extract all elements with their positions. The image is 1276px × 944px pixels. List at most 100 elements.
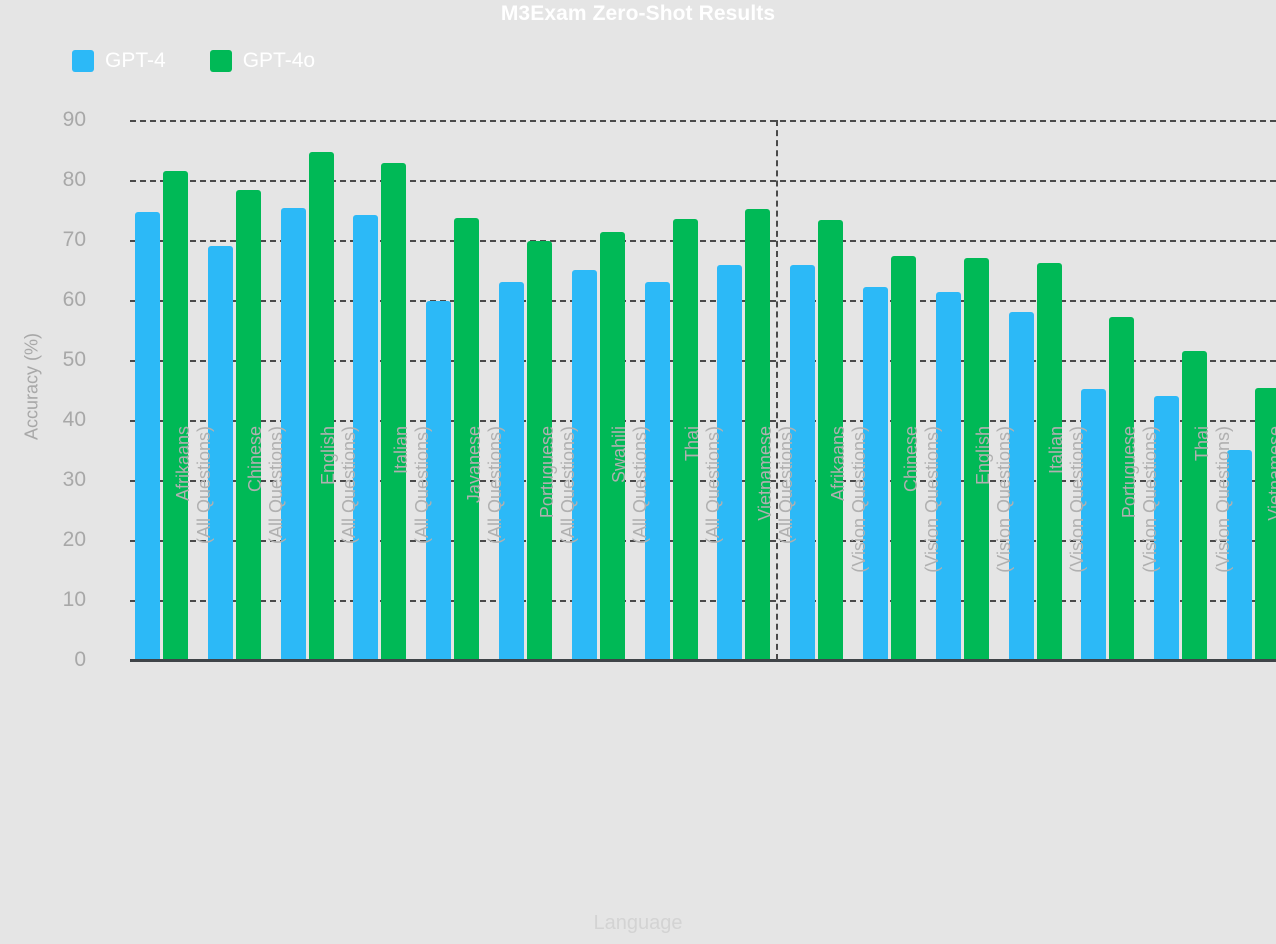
y-tick-label: 40 [62, 408, 86, 431]
legend-label: GPT-4o [242, 49, 316, 72]
x-tick-language: Chinese [245, 426, 266, 493]
legend-swatch-icon [72, 50, 94, 72]
x-tick-label: Italian (All Questions) [391, 426, 433, 666]
x-tick-label: Vietnamese(Vision Questions) [1265, 426, 1276, 666]
x-tick-subset: (All Questions) [630, 426, 651, 545]
x-tick-subset: (All Questions) [775, 426, 796, 545]
x-tick-language: Thai [682, 426, 703, 462]
bar-gpt-4-8 [644, 282, 670, 660]
x-tick-language: Portuguese [536, 426, 557, 519]
bar-gpt-4o-1 [163, 171, 188, 660]
y-tick-label: 20 [62, 528, 86, 551]
y-tick-label: 60 [62, 288, 86, 311]
x-tick-label: Portuguese (All Questions) [537, 426, 579, 666]
bar-gpt-4-10 [790, 265, 816, 660]
bar-gpt-4-15 [1154, 396, 1180, 660]
x-tick-subset: (All Questions) [557, 426, 578, 545]
x-tick-label: Chinese (All Questions) [245, 426, 287, 666]
x-tick-subset: (All Questions) [339, 426, 360, 545]
x-tick-language: English [318, 426, 339, 486]
gridline [130, 120, 1276, 122]
bar-gpt-4o-7 [599, 232, 625, 660]
bar-gpt-4o-13 [1036, 263, 1062, 660]
bar-gpt-4o-12 [963, 258, 989, 660]
x-tick-label: Swahili (All Questions) [609, 426, 651, 666]
x-tick-label: Thai (Vision Questions) [1192, 426, 1234, 666]
gridline [130, 360, 1276, 362]
x-tick-subset: (All Questions) [411, 426, 432, 545]
x-tick-subset: (All Questions) [703, 426, 724, 545]
x-tick-language: Portuguese [1118, 426, 1139, 519]
legend-label: GPT-4 [105, 49, 166, 72]
legend-entry-1[interactable]: GPT-4 [72, 50, 166, 72]
bar-gpt-4-4 [353, 214, 379, 660]
bar-gpt-4-14 [1081, 388, 1107, 660]
x-tick-language: Chinese [900, 426, 921, 493]
bar-gpt-4o-3 [308, 151, 334, 660]
x-tick-subset: (Vision Questions) [921, 426, 942, 573]
gridline [130, 540, 1276, 542]
bar-gpt-4-12 [935, 291, 961, 660]
bar-gpt-4o-16 [1255, 388, 1276, 660]
x-tick-language: Javanese [463, 426, 484, 504]
y-axis-title: Accuracy (%) [21, 333, 42, 441]
bar-gpt-4-16 [1227, 450, 1252, 660]
gridline [130, 480, 1276, 482]
x-tick-subset: (All Questions) [484, 426, 505, 545]
x-tick-subset: (Vision Questions) [848, 426, 869, 573]
bar-gpt-4o-4 [381, 163, 407, 660]
bar-gpt-4-11 [863, 287, 888, 660]
x-axis-title: Language [593, 912, 683, 934]
bar-gpt-4o-6 [527, 240, 552, 660]
bar-gpt-4-5 [426, 301, 452, 660]
chart-title: M3Exam Zero-Shot Results [500, 2, 776, 25]
x-tick-subset: (Vision Questions) [1212, 426, 1233, 573]
bar-gpt-4o-10 [818, 220, 844, 660]
bar-gpt-4o-9 [745, 208, 771, 660]
x-tick-language: Thai [1191, 426, 1212, 462]
x-tick-label: Afrikaans (All Questions) [173, 426, 215, 666]
x-tick-language: English [973, 426, 994, 486]
x-tick-subset: (Vision Questions) [1139, 426, 1160, 573]
x-tick-language: Italian [390, 426, 411, 475]
x-tick-language: Italian [1046, 426, 1067, 475]
y-tick-label: 50 [62, 348, 86, 371]
y-tick-label: 80 [62, 168, 86, 191]
bar-gpt-4o-15 [1182, 351, 1208, 660]
bar-gpt-4o-11 [891, 255, 916, 660]
y-tick-label: 70 [62, 228, 86, 251]
y-tick-label: 0 [74, 648, 86, 671]
x-tick-language: Vietnamese [1264, 426, 1276, 521]
x-tick-label: English (Vision Questions) [973, 426, 1015, 666]
bar-gpt-4-6 [499, 282, 524, 660]
bar-gpt-4o-14 [1109, 317, 1135, 660]
bar-gpt-4o-2 [235, 190, 261, 660]
x-tick-subset: (Vision Questions) [994, 426, 1015, 573]
bar-gpt-4-2 [207, 246, 233, 660]
bar-gpt-4-3 [280, 208, 306, 660]
x-tick-subset: (All Questions) [266, 426, 287, 545]
bar-gpt-4o-5 [454, 218, 480, 660]
bar-gpt-4-9 [717, 265, 743, 660]
x-tick-label: Thai (All Questions) [682, 426, 724, 666]
bar-gpt-4-7 [571, 270, 597, 660]
x-tick-language: Swahili [609, 426, 630, 484]
chart-legend: GPT-4 GPT-4o [0, 50, 1276, 72]
x-tick-language: Afrikaans [827, 426, 848, 502]
y-tick-label: 10 [62, 588, 86, 611]
legend-swatch-icon [209, 50, 232, 72]
x-tick-subset: (Vision Questions) [1067, 426, 1088, 573]
legend-entry-2[interactable]: GPT-4o [209, 49, 316, 72]
x-tick-label: Javanese (All Questions) [464, 426, 506, 666]
section-divider-line [776, 120, 779, 660]
x-tick-label: English (All Questions) [318, 426, 360, 666]
x-tick-language: Afrikaans [172, 426, 193, 502]
gridline [130, 300, 1276, 302]
x-tick-label: Afrikaans (Vision Questions) [828, 426, 870, 666]
gridline [130, 180, 1276, 182]
x-tick-label: Portuguese (Vision Questions) [1119, 426, 1161, 666]
x-tick-subset: (All Questions) [193, 426, 214, 545]
x-tick-label: Italian (Vision Questions) [1046, 426, 1088, 666]
